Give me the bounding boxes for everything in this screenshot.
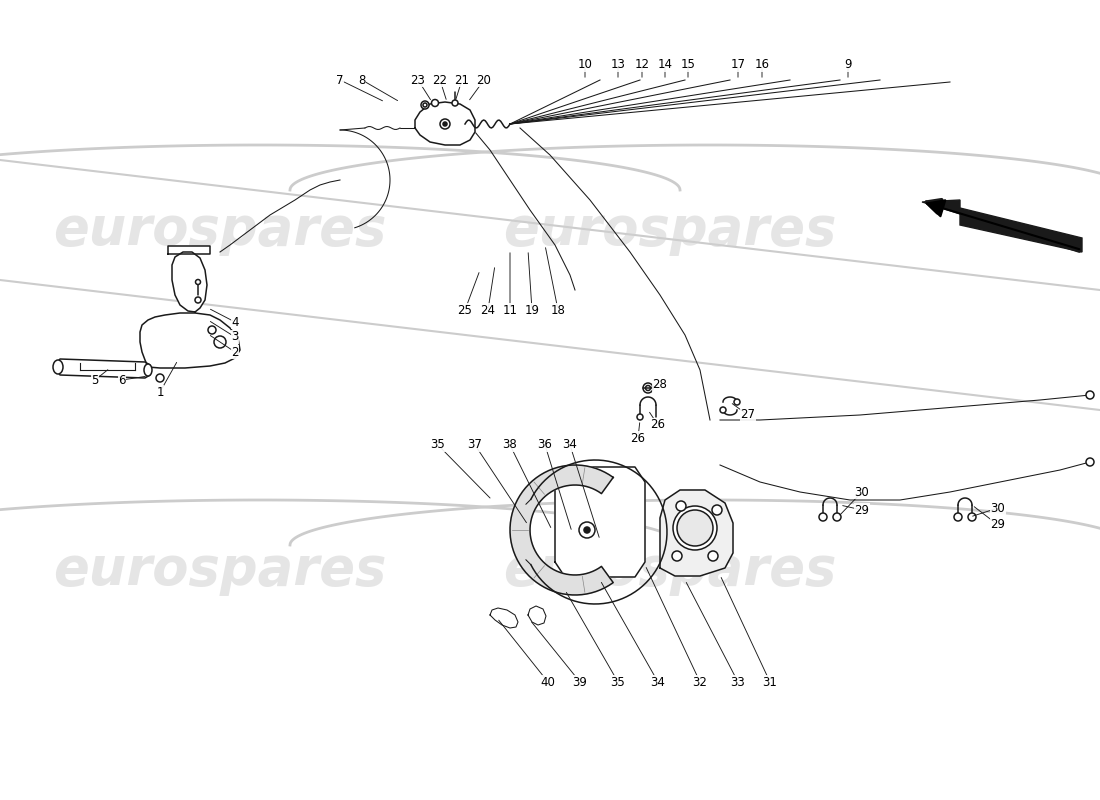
Text: 37: 37	[468, 438, 483, 451]
Text: 29: 29	[855, 503, 869, 517]
Text: 13: 13	[610, 58, 626, 71]
Polygon shape	[922, 200, 1082, 252]
Text: eurospares: eurospares	[504, 544, 837, 596]
Polygon shape	[556, 467, 645, 577]
Circle shape	[672, 551, 682, 561]
Text: 34: 34	[650, 675, 666, 689]
Circle shape	[214, 336, 225, 348]
Text: eurospares: eurospares	[53, 544, 387, 596]
Text: 3: 3	[231, 330, 239, 343]
Text: 4: 4	[231, 315, 239, 329]
Circle shape	[584, 527, 590, 533]
Circle shape	[954, 513, 962, 521]
Text: 40: 40	[540, 675, 556, 689]
Circle shape	[579, 522, 595, 538]
Ellipse shape	[144, 364, 152, 376]
Circle shape	[440, 119, 450, 129]
Text: 20: 20	[476, 74, 492, 86]
Text: eurospares: eurospares	[504, 204, 837, 256]
Text: 21: 21	[454, 74, 470, 86]
Text: 38: 38	[503, 438, 517, 451]
Text: 17: 17	[730, 58, 746, 71]
Text: 19: 19	[525, 303, 539, 317]
Text: 29: 29	[990, 518, 1005, 531]
Text: 11: 11	[503, 303, 517, 317]
Circle shape	[820, 513, 827, 521]
Polygon shape	[510, 465, 613, 595]
Circle shape	[421, 101, 429, 109]
Text: 6: 6	[119, 374, 125, 386]
Text: eurospares: eurospares	[53, 204, 387, 256]
Circle shape	[646, 386, 650, 390]
Text: 22: 22	[432, 74, 448, 86]
Polygon shape	[490, 608, 518, 628]
Circle shape	[676, 501, 686, 511]
Text: 26: 26	[630, 431, 646, 445]
Circle shape	[833, 513, 842, 521]
Text: 12: 12	[635, 58, 649, 71]
Text: 35: 35	[430, 438, 446, 451]
Circle shape	[443, 122, 447, 126]
Circle shape	[968, 513, 976, 521]
Circle shape	[644, 383, 653, 393]
Text: 32: 32	[693, 675, 707, 689]
Text: 1: 1	[156, 386, 164, 398]
Circle shape	[195, 297, 201, 303]
Text: 39: 39	[573, 675, 587, 689]
Circle shape	[1086, 458, 1094, 466]
Text: 8: 8	[359, 74, 365, 86]
Circle shape	[708, 551, 718, 561]
Text: 25: 25	[458, 303, 472, 317]
Text: 30: 30	[855, 486, 869, 498]
Circle shape	[637, 414, 644, 420]
Text: 33: 33	[730, 675, 746, 689]
Text: 24: 24	[481, 303, 495, 317]
Polygon shape	[55, 359, 150, 378]
Text: 27: 27	[740, 409, 756, 422]
Text: 31: 31	[762, 675, 778, 689]
Polygon shape	[415, 102, 475, 145]
Polygon shape	[168, 246, 210, 254]
Circle shape	[673, 506, 717, 550]
Text: 36: 36	[538, 438, 552, 451]
Text: 16: 16	[755, 58, 770, 71]
Polygon shape	[528, 606, 546, 625]
Circle shape	[156, 374, 164, 382]
Text: 14: 14	[658, 58, 672, 71]
Circle shape	[424, 103, 427, 107]
Circle shape	[208, 326, 216, 334]
Text: 9: 9	[845, 58, 851, 71]
Circle shape	[452, 100, 458, 106]
Text: 23: 23	[410, 74, 426, 86]
Text: 7: 7	[337, 74, 343, 86]
Text: 10: 10	[578, 58, 593, 71]
Circle shape	[676, 510, 713, 546]
Polygon shape	[660, 490, 733, 576]
Text: 34: 34	[562, 438, 578, 451]
Circle shape	[734, 399, 740, 405]
Text: 30: 30	[991, 502, 1005, 514]
Circle shape	[720, 407, 726, 413]
Circle shape	[431, 99, 439, 106]
Text: 2: 2	[231, 346, 239, 358]
Polygon shape	[140, 313, 240, 368]
Text: 26: 26	[650, 418, 666, 431]
Ellipse shape	[53, 360, 63, 374]
Text: 28: 28	[652, 378, 668, 391]
Circle shape	[712, 505, 722, 515]
Text: 35: 35	[610, 675, 626, 689]
Polygon shape	[172, 252, 207, 312]
Text: 5: 5	[91, 374, 99, 386]
Circle shape	[196, 279, 200, 285]
Text: 18: 18	[551, 303, 565, 317]
Text: 15: 15	[681, 58, 695, 71]
Circle shape	[1086, 391, 1094, 399]
